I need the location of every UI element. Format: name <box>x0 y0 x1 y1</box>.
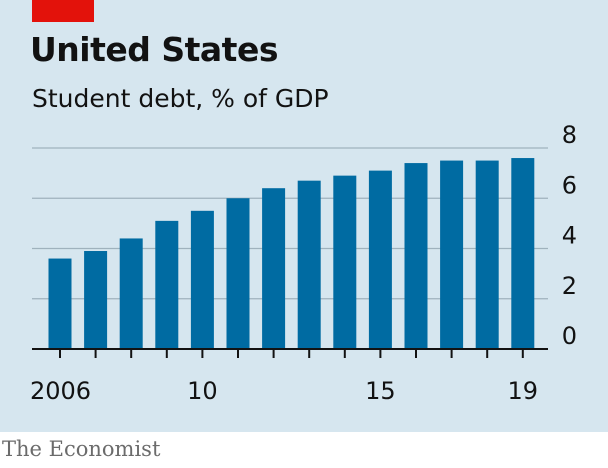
y-tick-label: 4 <box>562 222 577 250</box>
bar-2016 <box>404 163 428 349</box>
bar-2018 <box>475 160 499 349</box>
y-tick-label: 0 <box>562 322 577 350</box>
bar-2009 <box>155 220 179 349</box>
y-tick-labels: 0 2 4 6 8 <box>562 121 577 350</box>
bar-2015 <box>368 170 392 349</box>
y-tick-label: 8 <box>562 121 577 149</box>
y-tick-label: 6 <box>562 171 577 199</box>
chart-subtitle: Student debt, % of GDP <box>32 84 329 113</box>
bar-2006 <box>48 258 72 349</box>
source-credit: The Economist <box>2 437 161 461</box>
bar-chart: 0 2 4 6 8 2006 10 15 19 <box>30 121 577 405</box>
bar-2007 <box>84 251 108 349</box>
x-tick-label: 19 <box>508 377 539 405</box>
y-tick-label: 2 <box>562 272 577 300</box>
bar-2010 <box>190 210 214 349</box>
red-accent-tag <box>32 0 94 22</box>
bar-2014 <box>333 175 357 349</box>
x-tick-label: 10 <box>187 377 218 405</box>
gridlines <box>32 147 548 300</box>
chart-title: United States <box>30 30 278 69</box>
x-tick-label: 2006 <box>30 377 91 405</box>
bar-2013 <box>297 180 321 349</box>
bar-2011 <box>226 198 250 349</box>
bar-2017 <box>440 160 464 349</box>
x-tick-label: 15 <box>365 377 396 405</box>
x-axis <box>32 348 548 358</box>
bar-2019 <box>511 158 535 349</box>
bar-2008 <box>119 238 143 349</box>
x-tick-labels: 2006 10 15 19 <box>30 377 538 405</box>
bars <box>48 158 535 349</box>
bar-2012 <box>262 188 286 349</box>
